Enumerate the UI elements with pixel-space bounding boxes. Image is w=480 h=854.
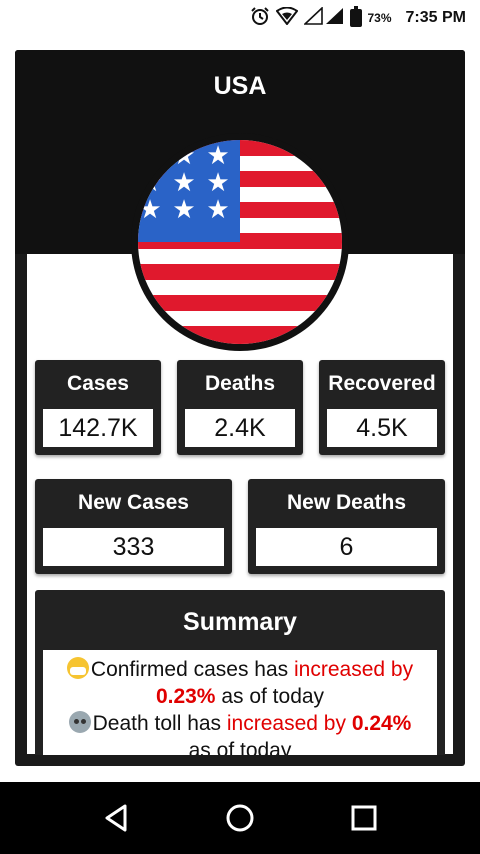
death-suffix: as of today: [188, 739, 292, 755]
cases-label: Cases: [67, 372, 129, 395]
svg-text:★: ★: [138, 195, 161, 225]
death-line: Death toll has increased by 0.24% as of …: [43, 710, 437, 755]
skull-icon: [68, 711, 91, 733]
summary-clip: Summary Confirmed cases has increased by…: [35, 590, 445, 755]
wifi-icon: [275, 6, 298, 29]
deaths-value: 2.4K: [185, 409, 295, 447]
face-mask-icon: [66, 657, 89, 679]
confirmed-suffix: as of today: [215, 685, 325, 708]
svg-text:★: ★: [206, 168, 229, 198]
summary-box: Summary Confirmed cases has increased by…: [35, 590, 445, 755]
svg-text:★: ★: [172, 141, 195, 171]
svg-text:★: ★: [172, 168, 195, 198]
svg-text:★: ★: [172, 195, 195, 225]
summary-title: Summary: [183, 608, 297, 636]
country-title: USA: [213, 72, 267, 100]
death-pct: 0.24%: [351, 712, 412, 735]
signal-icon: [302, 6, 344, 29]
recents-button[interactable]: [344, 800, 384, 836]
new-deaths-value: 6: [256, 528, 437, 566]
battery-percent: 73%: [367, 11, 392, 25]
new-cases-label: New Cases: [78, 491, 189, 514]
new-cases-box: New Cases 333: [35, 479, 232, 574]
confirmed-line: Confirmed cases has increased by 0.23% a…: [43, 656, 437, 710]
svg-text:★: ★: [138, 168, 161, 198]
confirmed-change: increased by: [294, 658, 414, 681]
recovered-label: Recovered: [328, 372, 436, 395]
battery-icon: [349, 6, 362, 27]
svg-text:★: ★: [206, 195, 229, 225]
usa-flag-icon: ★ ★ ★ ★ ★ ★ ★ ★: [131, 133, 349, 351]
summary-text: Confirmed cases has increased by 0.23% a…: [43, 650, 437, 755]
new-cases-value: 333: [43, 528, 224, 566]
recovered-box: Recovered 4.5K: [319, 360, 445, 455]
recovered-value: 4.5K: [327, 409, 437, 447]
status-bar: 73% 7:35 PM: [0, 0, 480, 36]
svg-text:★: ★: [206, 141, 229, 171]
home-button[interactable]: [220, 800, 260, 836]
death-prefix: Death toll has: [92, 712, 227, 735]
clock: 7:35 PM: [405, 9, 466, 26]
alarm-icon: [250, 6, 270, 30]
death-change: increased by: [226, 712, 346, 735]
new-deaths-box: New Deaths 6: [248, 479, 445, 574]
deaths-box: Deaths 2.4K: [177, 360, 303, 455]
confirmed-prefix: Confirmed cases has: [90, 658, 294, 681]
confirmed-pct: 0.23%: [155, 685, 216, 708]
cases-box: Cases 142.7K: [35, 360, 161, 455]
back-button[interactable]: [96, 800, 136, 836]
new-deaths-label: New Deaths: [286, 491, 407, 514]
navigation-bar: [0, 782, 480, 854]
cases-value: 142.7K: [43, 409, 153, 447]
deaths-label: Deaths: [204, 372, 276, 395]
